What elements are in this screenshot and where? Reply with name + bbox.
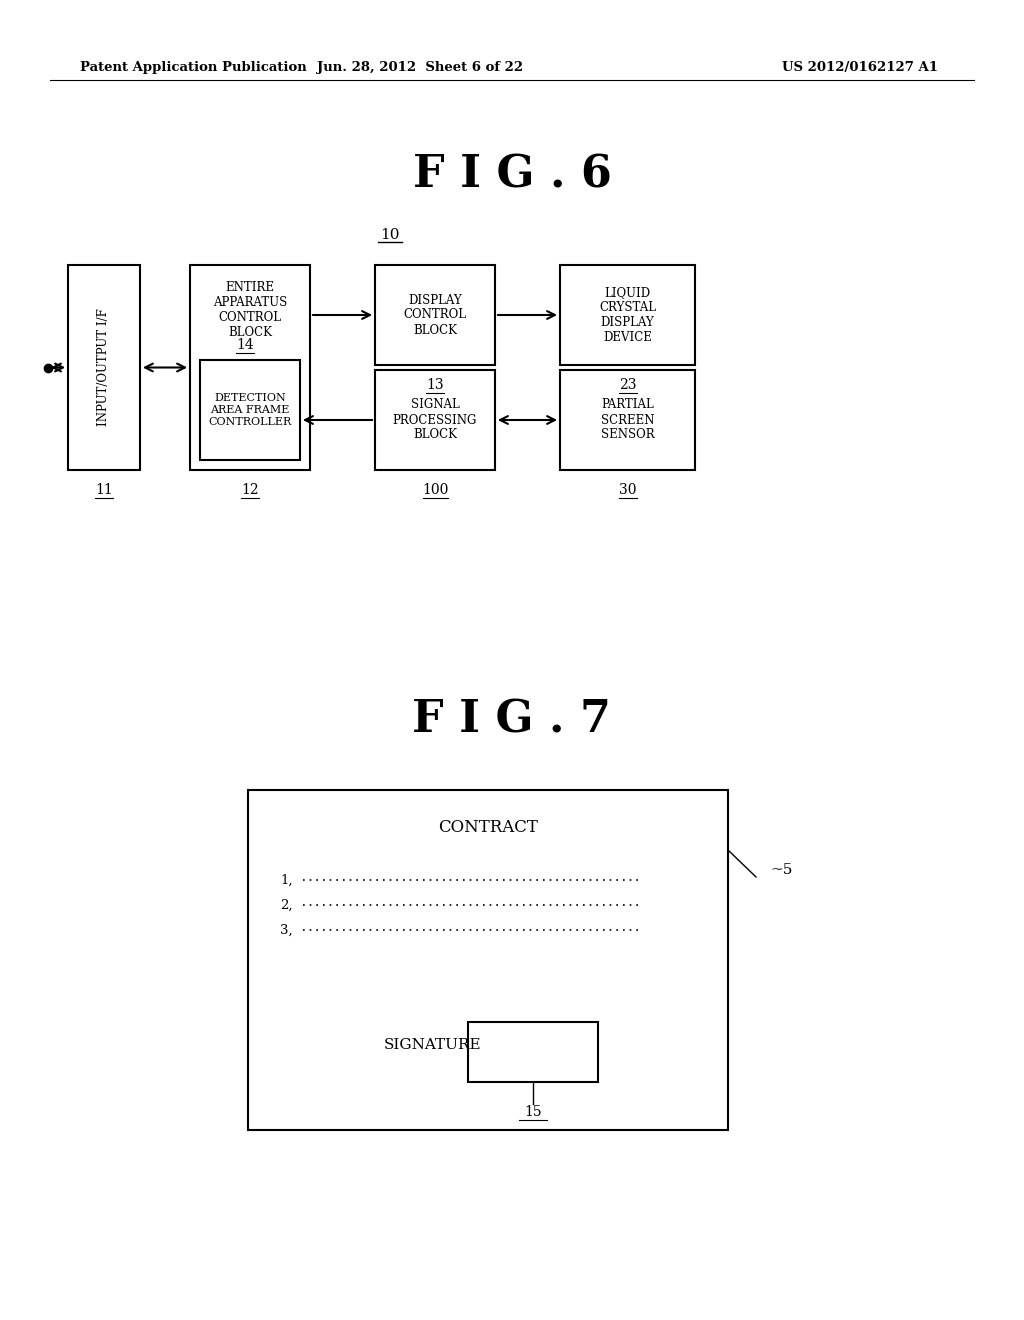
- Text: F I G . 6: F I G . 6: [413, 153, 611, 197]
- Text: SIGNAL
PROCESSING
BLOCK: SIGNAL PROCESSING BLOCK: [393, 399, 477, 441]
- Text: Patent Application Publication: Patent Application Publication: [80, 62, 307, 74]
- Text: CONTRACT: CONTRACT: [438, 820, 538, 837]
- Text: US 2012/0162127 A1: US 2012/0162127 A1: [782, 62, 938, 74]
- Text: ~5: ~5: [770, 863, 793, 876]
- Bar: [468, 1022, 598, 1082]
- Text: 30: 30: [618, 483, 636, 498]
- Text: 13: 13: [426, 378, 443, 392]
- Text: ENTIRE
APPARATUS
CONTROL
BLOCK: ENTIRE APPARATUS CONTROL BLOCK: [213, 281, 287, 339]
- Text: 12: 12: [242, 483, 259, 498]
- Text: 100: 100: [422, 483, 449, 498]
- Bar: [248, 789, 728, 1130]
- Text: F I G . 7: F I G . 7: [413, 698, 611, 742]
- Text: 10: 10: [380, 228, 399, 242]
- Bar: [560, 370, 695, 470]
- Text: LIQUID
CRYSTAL
DISPLAY
DEVICE: LIQUID CRYSTAL DISPLAY DEVICE: [599, 286, 656, 345]
- Text: INPUT/OUTPUT I/F: INPUT/OUTPUT I/F: [97, 309, 111, 426]
- Text: PARTIAL
SCREEN
SENSOR: PARTIAL SCREEN SENSOR: [601, 399, 654, 441]
- Bar: [375, 265, 495, 366]
- Text: 3,: 3,: [280, 924, 293, 936]
- Text: DETECTION
AREA FRAME
CONTROLLER: DETECTION AREA FRAME CONTROLLER: [208, 393, 292, 426]
- Text: SIGNATURE: SIGNATURE: [384, 1038, 482, 1052]
- Text: 15: 15: [524, 1105, 542, 1119]
- Bar: [200, 360, 300, 459]
- Text: 1,: 1,: [280, 874, 293, 887]
- Bar: [560, 265, 695, 366]
- Text: 14: 14: [237, 338, 254, 352]
- Bar: [375, 370, 495, 470]
- Text: 11: 11: [95, 483, 113, 498]
- Text: 2,: 2,: [280, 899, 293, 912]
- Bar: [190, 265, 310, 470]
- Text: Jun. 28, 2012  Sheet 6 of 22: Jun. 28, 2012 Sheet 6 of 22: [317, 62, 523, 74]
- Text: 23: 23: [618, 378, 636, 392]
- Text: DISPLAY
CONTROL
BLOCK: DISPLAY CONTROL BLOCK: [403, 293, 467, 337]
- Bar: [68, 265, 140, 470]
